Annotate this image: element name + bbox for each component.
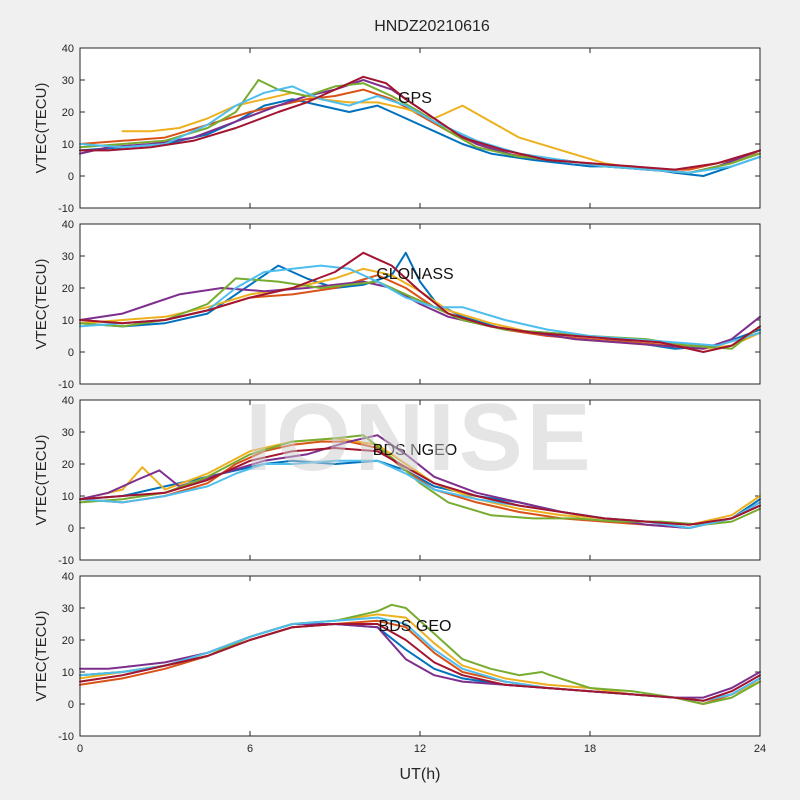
y-axis-label: VTEC(TECU) bbox=[33, 83, 50, 174]
y-tick-label: 0 bbox=[68, 171, 74, 183]
y-tick-label: -10 bbox=[58, 203, 74, 215]
series-line-5 bbox=[79, 264, 761, 347]
x-tick-label: 6 bbox=[247, 743, 253, 755]
y-tick-label: 20 bbox=[62, 283, 74, 295]
y-tick-label: 20 bbox=[62, 107, 74, 119]
y-tick-label: 30 bbox=[62, 427, 74, 439]
series-line-6 bbox=[79, 251, 761, 353]
series-line-4 bbox=[79, 434, 761, 526]
x-tick-label: 0 bbox=[77, 743, 83, 755]
y-tick-label: 10 bbox=[62, 315, 74, 327]
plot-frame bbox=[79, 399, 761, 561]
y-tick-label: 10 bbox=[62, 667, 74, 679]
panel-label: BDS NGEO bbox=[373, 442, 457, 459]
plot-frame bbox=[79, 575, 761, 737]
y-tick-label: 20 bbox=[62, 459, 74, 471]
y-tick-label: -10 bbox=[58, 555, 74, 567]
panel-label: GLONASS bbox=[376, 266, 453, 283]
y-tick-label: 40 bbox=[62, 395, 74, 407]
plot-frame bbox=[79, 223, 761, 385]
y-tick-label: 10 bbox=[62, 491, 74, 503]
y-axis-label: VTEC(TECU) bbox=[33, 259, 50, 350]
figure-title: HNDZ20210616 bbox=[374, 18, 490, 35]
watermark: IONISE bbox=[245, 384, 594, 491]
y-tick-label: 30 bbox=[62, 603, 74, 615]
panel-0: 40 30 20 10 0 -10 GPS VTEC(TECU) bbox=[33, 43, 761, 215]
series-line-4 bbox=[79, 277, 761, 350]
y-axis-label: VTEC(TECU) bbox=[33, 435, 50, 526]
panel-label: GPS bbox=[398, 90, 432, 107]
series-line-6 bbox=[79, 447, 761, 526]
y-tick-label: 0 bbox=[68, 523, 74, 535]
plot-area bbox=[80, 576, 760, 736]
panels: 403020100-10GPSVTEC(TECU)403020100-10GLO… bbox=[33, 43, 766, 755]
panel-1: 40 30 20 10 0 -10 GLONASS VTEC(TECU) bbox=[33, 219, 761, 391]
y-axis-label: VTEC(TECU) bbox=[33, 611, 50, 702]
series-line-6 bbox=[79, 623, 761, 702]
y-tick-label: 40 bbox=[62, 219, 74, 231]
y-tick-label: 20 bbox=[62, 635, 74, 647]
y-tick-label: 10 bbox=[62, 139, 74, 151]
series-line-2 bbox=[121, 91, 761, 174]
panel-label: BDS GEO bbox=[379, 618, 452, 635]
x-tick-label: 24 bbox=[754, 743, 766, 755]
series-line-6 bbox=[79, 75, 761, 171]
panel-2: 40 30 20 10 0 -10 BDS NGEO VTEC(TECU) bbox=[33, 395, 761, 567]
x-tick-label: 18 bbox=[584, 743, 596, 755]
y-tick-label: 40 bbox=[62, 571, 74, 583]
series-line-3 bbox=[79, 280, 761, 350]
series-line-4 bbox=[79, 603, 761, 705]
y-tick-label: 40 bbox=[62, 43, 74, 55]
y-tick-label: -10 bbox=[58, 731, 74, 743]
x-tick-label: 12 bbox=[414, 743, 426, 755]
plot-frame bbox=[79, 47, 761, 209]
y-tick-label: -10 bbox=[58, 379, 74, 391]
plot-area bbox=[80, 48, 760, 208]
x-axis-label: UT(h) bbox=[400, 766, 441, 783]
y-tick-label: 30 bbox=[62, 251, 74, 263]
y-tick-label: 30 bbox=[62, 75, 74, 87]
y-tick-label: 0 bbox=[68, 347, 74, 359]
series-line-3 bbox=[79, 434, 761, 529]
y-tick-label: 0 bbox=[68, 699, 74, 711]
series-line-5 bbox=[79, 85, 761, 174]
